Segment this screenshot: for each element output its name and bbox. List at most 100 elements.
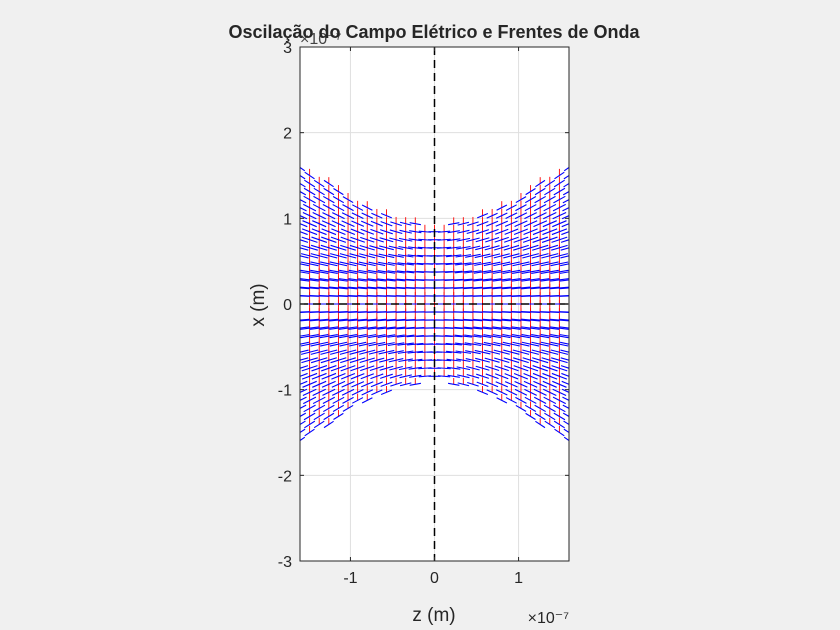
wave-front-arrow (486, 212, 498, 219)
wave-front-arrow (323, 179, 334, 188)
wave-front-arrow (330, 365, 347, 372)
wave-front-arrow (525, 188, 536, 196)
wave-front-arrow (329, 333, 348, 339)
x-tick-label: 0 (430, 570, 439, 587)
wave-front-arrow (544, 412, 556, 421)
wave-front-arrow (387, 270, 405, 274)
wave-front-arrow (435, 262, 453, 265)
wave-front-arrow (521, 269, 540, 275)
wave-front-arrow (550, 326, 569, 330)
wave-front-arrow (486, 381, 499, 388)
wave-front-arrow (550, 334, 569, 339)
wave-front-arrow (436, 246, 452, 249)
wave-front-arrow (502, 334, 521, 339)
wave-front-arrow (465, 350, 481, 355)
wave-front-arrow (540, 278, 560, 282)
wave-front-arrow (494, 357, 510, 363)
wave-front-arrow (367, 326, 386, 330)
wave-front-arrow (319, 326, 339, 330)
wave-front-arrow (339, 253, 357, 259)
wave-front-arrow (300, 263, 309, 267)
wave-front-arrow (473, 318, 492, 322)
x-tick-label: 1 (514, 570, 523, 587)
wave-front-arrow (531, 253, 549, 259)
wave-front-arrow (485, 236, 500, 243)
wave-front-arrow (350, 236, 365, 243)
wave-front-arrow (521, 326, 540, 330)
wave-front-arrow (303, 195, 316, 204)
wave-front-arrow (495, 381, 509, 388)
wave-front-arrow (352, 204, 364, 211)
wave-front-arrow (300, 174, 306, 180)
wave-front-arrow (476, 373, 489, 379)
wave-front-arrow (370, 220, 383, 227)
wave-front-arrow (552, 380, 567, 388)
wave-front-arrow (407, 254, 423, 258)
wave-front-arrow (398, 358, 413, 363)
wave-front-arrow (473, 326, 492, 330)
wave-front-arrow (525, 412, 536, 420)
wave-front-arrow (379, 245, 394, 251)
wave-front-arrow (551, 228, 568, 236)
wave-front-arrow (457, 229, 470, 234)
wave-front-arrow (332, 204, 345, 212)
wave-front-arrow (454, 278, 473, 282)
wave-front-arrow (340, 244, 356, 251)
wave-front-arrow (331, 372, 346, 380)
wave-front-arrow (533, 396, 547, 404)
wave-front-arrow (369, 365, 384, 372)
wave-front-arrow (369, 357, 385, 363)
wave-front-arrow (502, 326, 521, 330)
wave-front-arrow (329, 278, 348, 282)
wave-front-arrow (552, 396, 566, 405)
wave-front-arrow (466, 373, 480, 379)
wave-front-arrow (543, 388, 557, 396)
wave-front-arrow (330, 244, 347, 251)
wave-front-arrow (563, 436, 569, 442)
wave-front-arrow (386, 318, 406, 322)
wave-front-arrow (312, 388, 326, 396)
y-tick-label: 2 (283, 126, 292, 143)
wave-front-arrow (502, 341, 520, 347)
wave-front-arrow (522, 253, 539, 259)
wave-front-arrow (445, 270, 463, 274)
wave-front-arrow (482, 318, 502, 322)
wave-front-arrow (300, 349, 319, 355)
wave-front-arrow (329, 269, 348, 275)
wave-front-arrow (542, 220, 557, 228)
wave-front-arrow (514, 212, 528, 220)
wave-front-arrow (360, 220, 374, 227)
wave-front-arrow (386, 286, 406, 290)
wave-front-arrow (495, 373, 509, 380)
wave-front-arrow (300, 287, 310, 290)
wave-front-arrow (408, 358, 423, 362)
wave-front-arrow (463, 278, 482, 282)
wave-front-arrow (349, 253, 366, 259)
wave-front-arrow (388, 245, 404, 250)
wave-front-arrow (388, 358, 404, 363)
wave-front-arrow (320, 261, 338, 267)
wave-front-arrow (466, 365, 480, 371)
wave-front-arrow (550, 261, 569, 267)
wave-front-arrow (544, 187, 556, 196)
wave-front-arrow (300, 349, 309, 353)
wave-front-arrow (533, 220, 548, 228)
wave-front-arrow (447, 222, 460, 226)
wave-front-arrow (482, 286, 502, 290)
wave-front-arrow (501, 286, 521, 290)
wave-front-arrow (521, 318, 540, 322)
wave-front-arrow (446, 350, 462, 354)
wave-front-arrow (504, 381, 518, 388)
wave-front-arrow (492, 318, 512, 322)
wave-front-arrow (531, 269, 550, 274)
wave-front-arrow (368, 269, 386, 274)
wave-front-arrow (300, 436, 306, 442)
wave-front-arrow (550, 253, 569, 259)
wave-front-arrow (473, 270, 492, 274)
wave-front-arrow (329, 341, 348, 347)
wave-front-arrow (389, 365, 403, 371)
wave-front-arrow (476, 212, 489, 219)
wave-front-arrow (304, 179, 316, 188)
wave-front-arrow (340, 373, 356, 380)
wave-front-arrow (360, 373, 374, 380)
